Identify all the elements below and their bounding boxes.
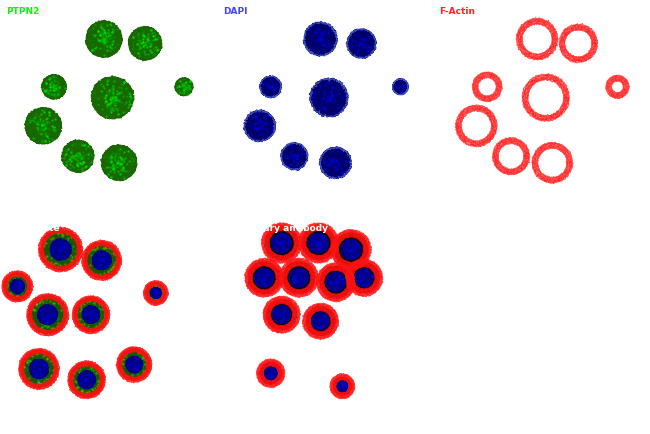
Polygon shape xyxy=(326,272,346,293)
Polygon shape xyxy=(265,226,299,260)
Polygon shape xyxy=(70,363,103,397)
Polygon shape xyxy=(334,233,368,266)
Text: Composite: Composite xyxy=(6,224,60,233)
Polygon shape xyxy=(319,147,352,179)
Polygon shape xyxy=(280,142,308,171)
Polygon shape xyxy=(150,288,161,299)
Polygon shape xyxy=(101,145,137,181)
Polygon shape xyxy=(3,273,31,300)
Polygon shape xyxy=(77,370,96,389)
Polygon shape xyxy=(175,78,193,96)
Polygon shape xyxy=(346,29,377,59)
Text: b: b xyxy=(225,195,234,208)
Text: DAPI: DAPI xyxy=(223,7,248,16)
Polygon shape xyxy=(319,266,352,298)
Polygon shape xyxy=(40,229,81,270)
Polygon shape xyxy=(84,242,120,279)
Polygon shape xyxy=(20,350,58,388)
Polygon shape xyxy=(303,22,338,56)
Polygon shape xyxy=(50,238,72,261)
Polygon shape xyxy=(393,79,408,95)
Polygon shape xyxy=(128,26,162,61)
Polygon shape xyxy=(308,233,329,253)
Polygon shape xyxy=(333,377,352,396)
Polygon shape xyxy=(302,226,335,260)
Text: e: e xyxy=(225,412,233,425)
Polygon shape xyxy=(61,140,94,173)
Polygon shape xyxy=(260,362,282,384)
Polygon shape xyxy=(306,306,335,336)
Polygon shape xyxy=(289,268,309,288)
Polygon shape xyxy=(38,305,58,325)
Polygon shape xyxy=(91,76,135,119)
Polygon shape xyxy=(272,305,291,324)
Polygon shape xyxy=(125,356,143,373)
Polygon shape xyxy=(255,268,274,287)
Polygon shape xyxy=(244,109,276,142)
Text: PTPN2: PTPN2 xyxy=(6,7,40,16)
Polygon shape xyxy=(337,381,348,392)
Polygon shape xyxy=(259,75,281,98)
Polygon shape xyxy=(146,283,166,303)
Polygon shape xyxy=(118,349,150,380)
Polygon shape xyxy=(354,269,373,287)
Polygon shape xyxy=(311,312,330,330)
Text: d: d xyxy=(8,412,18,425)
Text: F-Actin: F-Actin xyxy=(439,7,475,16)
Polygon shape xyxy=(265,367,278,380)
Polygon shape xyxy=(85,20,123,58)
Polygon shape xyxy=(28,295,67,334)
Polygon shape xyxy=(74,298,108,332)
Polygon shape xyxy=(25,108,62,145)
Polygon shape xyxy=(266,299,297,330)
Polygon shape xyxy=(42,74,66,99)
Text: c: c xyxy=(441,195,449,208)
Polygon shape xyxy=(82,305,100,324)
Polygon shape xyxy=(348,262,380,293)
Polygon shape xyxy=(10,279,24,294)
Polygon shape xyxy=(309,78,348,117)
Polygon shape xyxy=(341,240,361,260)
Polygon shape xyxy=(283,261,315,294)
Polygon shape xyxy=(248,261,280,294)
Polygon shape xyxy=(92,251,112,270)
Polygon shape xyxy=(29,359,49,379)
Text: a: a xyxy=(8,195,17,208)
Polygon shape xyxy=(272,233,292,253)
Text: No Primary antibody: No Primary antibody xyxy=(223,224,328,233)
